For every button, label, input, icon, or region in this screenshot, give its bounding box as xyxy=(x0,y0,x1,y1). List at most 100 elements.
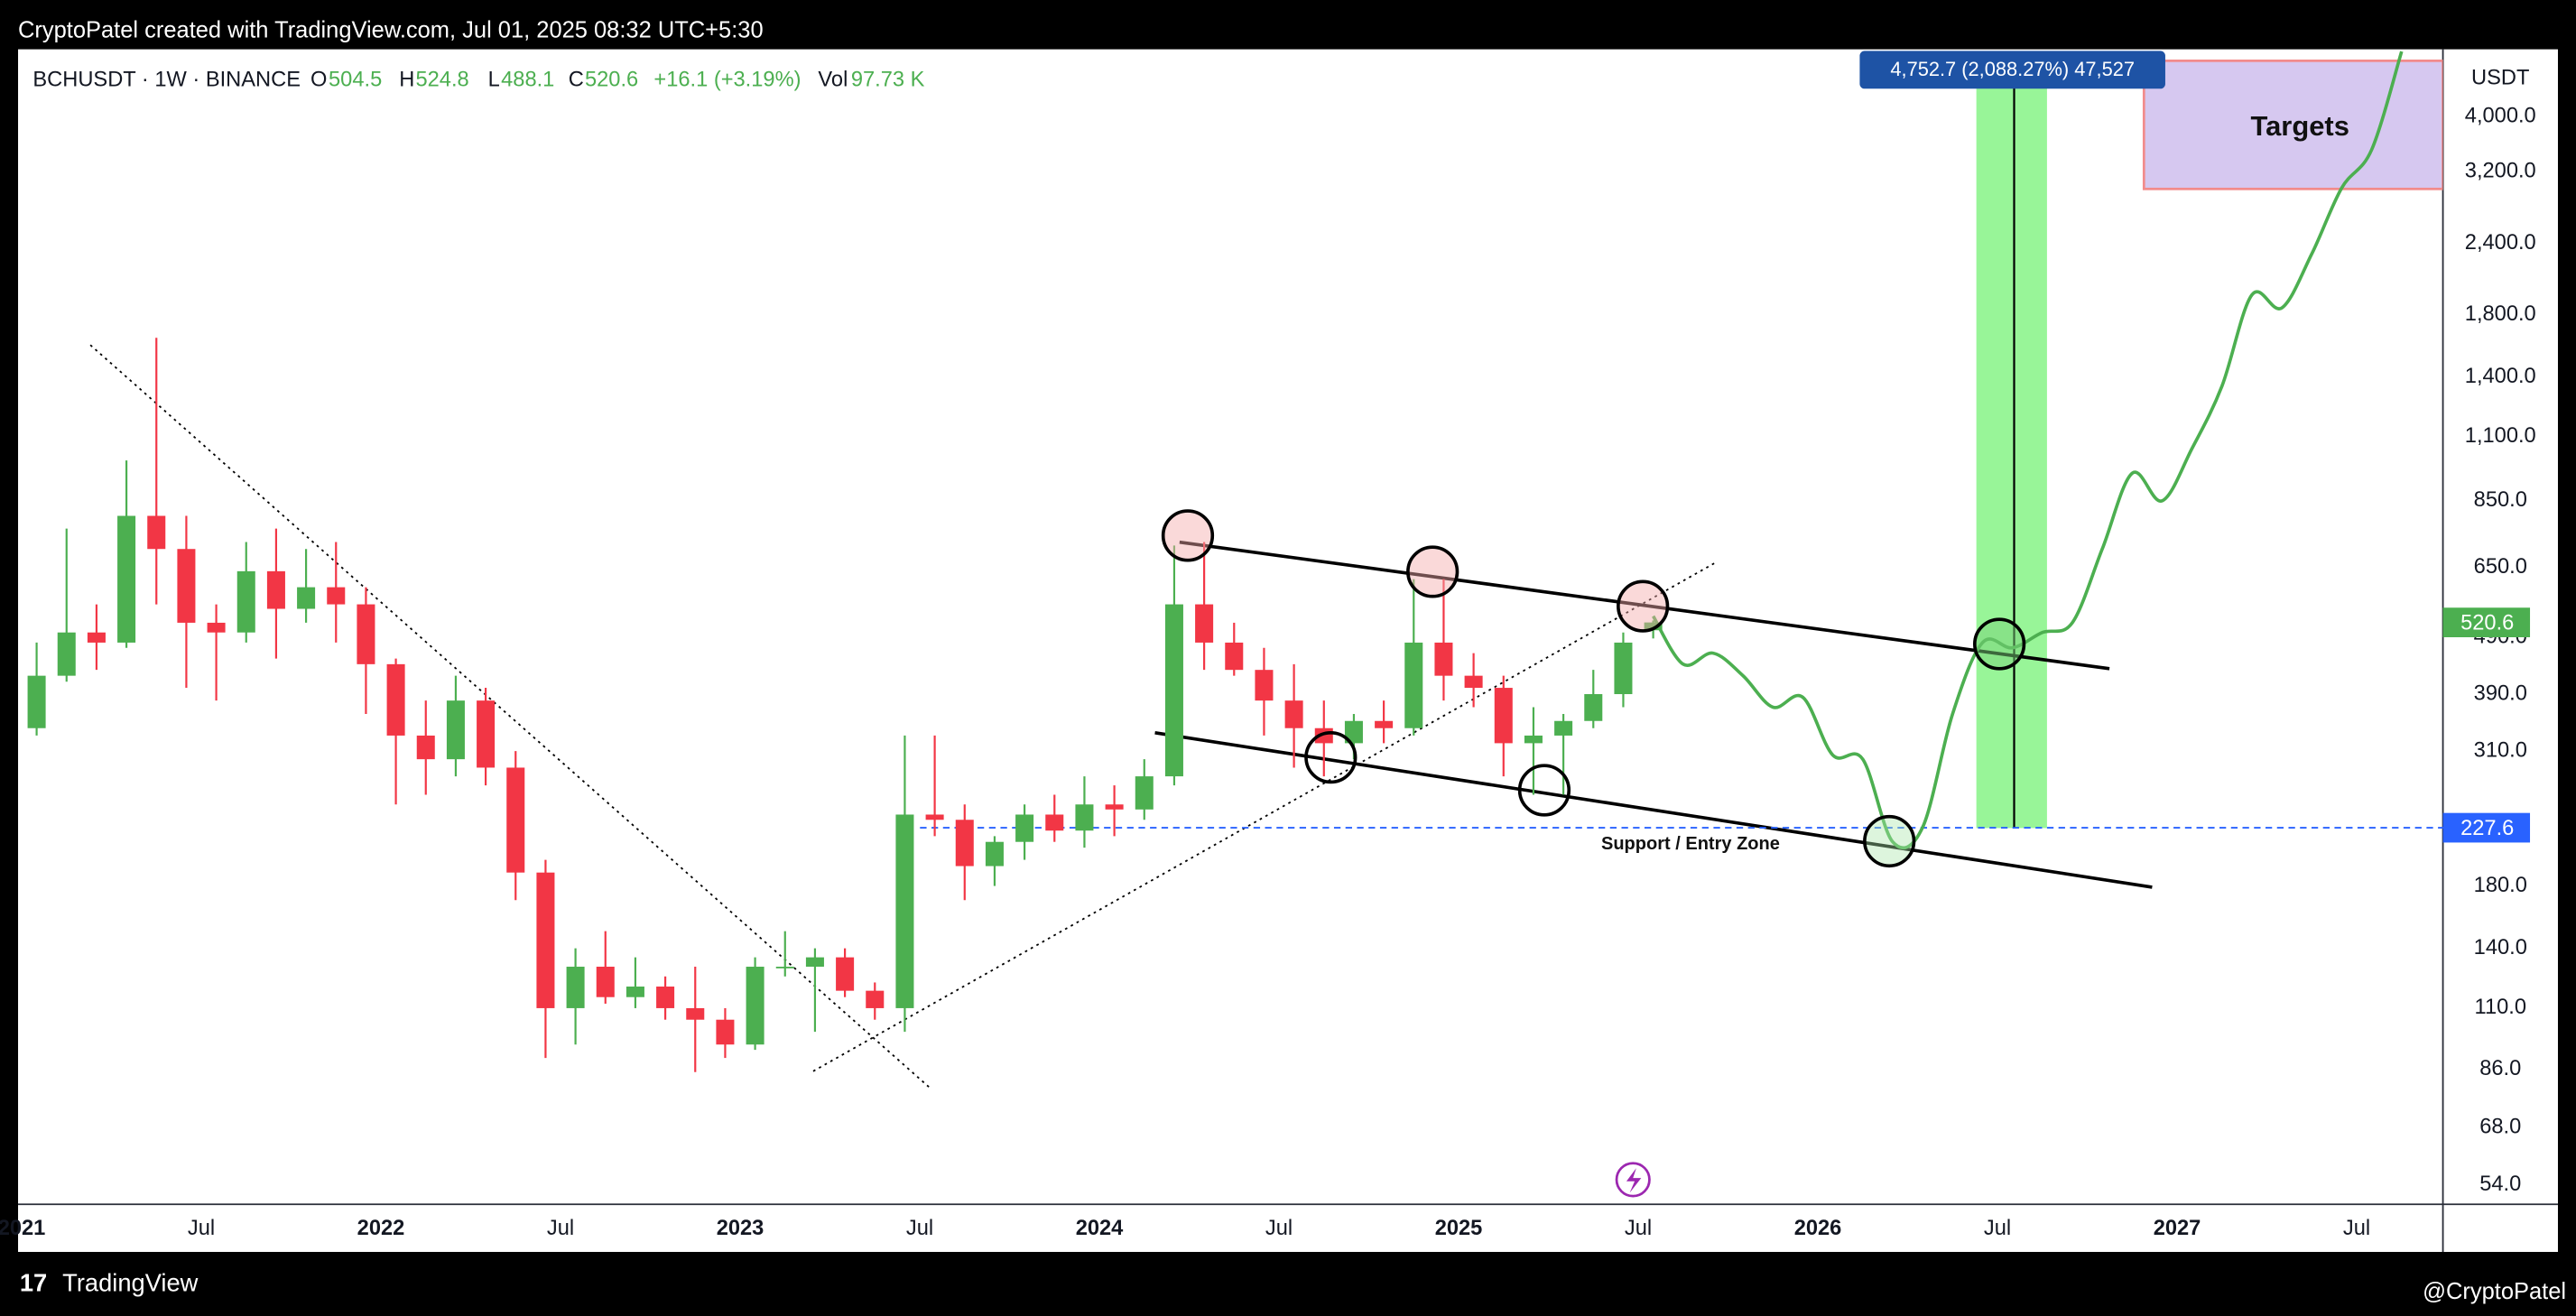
time-zone-box xyxy=(1976,62,2047,829)
candle-body xyxy=(386,663,405,736)
candle-body xyxy=(236,570,255,633)
candle-body xyxy=(357,604,375,664)
low-value: 488.1 xyxy=(501,68,554,91)
candle-body xyxy=(716,1019,735,1045)
candle-body xyxy=(1015,814,1034,842)
candle-body xyxy=(416,735,435,760)
candle-body xyxy=(1045,814,1064,831)
x-tick-label: 2025 xyxy=(1435,1217,1483,1240)
marker-circle xyxy=(1973,617,2026,671)
y-tick-label: 86.0 xyxy=(2479,1057,2521,1080)
footer-logo-mark: 17 xyxy=(20,1269,47,1297)
candle-body xyxy=(1404,642,1423,728)
annotations: 4,752.7 (2,088.27%) 47,527 Targets Suppo… xyxy=(1161,51,2529,1198)
candle-body xyxy=(1255,670,1274,701)
footer-author: @CryptoPatel xyxy=(2423,1279,2566,1304)
candle-body xyxy=(117,515,136,643)
header-text: CryptoPatel created with TradingView.com… xyxy=(18,17,764,42)
candle-body xyxy=(985,841,1004,867)
channel-bottom xyxy=(1154,731,2153,889)
y-tick-label: 850.0 xyxy=(2474,488,2527,512)
candle-body xyxy=(686,1007,705,1020)
candle-body xyxy=(477,700,496,768)
candle-body xyxy=(87,632,106,643)
candle-body xyxy=(57,632,76,676)
candle-body xyxy=(925,814,944,820)
candle-body xyxy=(1164,604,1183,777)
candle-body xyxy=(1614,642,1633,695)
x-tick-label: 2026 xyxy=(1794,1217,1842,1240)
x-tick-label: 2023 xyxy=(717,1217,764,1240)
chart-background xyxy=(18,49,2558,1253)
price-label: 227.6 xyxy=(2460,817,2514,840)
change: +16.1 (+3.19%) xyxy=(653,68,801,91)
candle-body xyxy=(177,549,196,623)
candle-body xyxy=(895,814,914,1008)
footer: 17 TradingView @CryptoPatel xyxy=(20,1269,2566,1305)
x-tick-label: 2022 xyxy=(357,1217,405,1240)
y-tick-label: 1,800.0 xyxy=(2465,302,2536,326)
candle-body xyxy=(297,587,316,609)
targets-label: Targets xyxy=(2250,110,2349,142)
candle-body xyxy=(1434,642,1453,676)
y-tick-label: 140.0 xyxy=(2474,936,2527,959)
event-icon[interactable] xyxy=(1615,1162,1651,1198)
candle-body xyxy=(1284,700,1303,728)
x-tick-label: Jul xyxy=(1265,1217,1293,1240)
symbol: BCHUSDT · 1W · BINANCE xyxy=(32,68,301,91)
y-tick-label: 68.0 xyxy=(2479,1115,2521,1138)
candle-body xyxy=(1344,720,1363,744)
y-tick-label: 390.0 xyxy=(2474,681,2527,705)
axis-unit: USDT xyxy=(2471,67,2529,90)
candle-body xyxy=(1225,642,1244,671)
candle-body xyxy=(1494,688,1513,744)
candle-body xyxy=(775,967,794,968)
candle-body xyxy=(1075,804,1094,831)
candle-body xyxy=(266,570,285,609)
measure-label-box xyxy=(1859,51,2165,89)
candle-body xyxy=(1644,622,1663,631)
x-tick-label: Jul xyxy=(1625,1217,1652,1240)
x-tick-label: Jul xyxy=(906,1217,933,1240)
candle-body xyxy=(566,967,585,1008)
y-tick-label: 2,400.0 xyxy=(2465,231,2536,255)
marker-circle xyxy=(1304,731,1357,784)
marker-circle xyxy=(1406,545,1459,598)
candle-body xyxy=(327,587,346,605)
y-tick-label: 3,200.0 xyxy=(2465,160,2536,183)
open-value: 504.5 xyxy=(329,68,382,91)
y-tick-label: 1,400.0 xyxy=(2465,365,2536,388)
volume-value: 97.73 K xyxy=(851,68,925,91)
candle-body xyxy=(536,872,555,1008)
candle-body xyxy=(836,957,855,991)
candle-body xyxy=(1195,604,1214,643)
candle-body xyxy=(1135,776,1154,810)
footer-brand: TradingView xyxy=(62,1269,198,1297)
candle-body xyxy=(1524,735,1543,744)
y-tick-label: 4,000.0 xyxy=(2465,104,2536,127)
x-tick-label: 2027 xyxy=(2154,1217,2201,1240)
open-label: O xyxy=(310,68,327,91)
projection-line xyxy=(1652,51,2404,850)
y-tick-label: 54.0 xyxy=(2479,1172,2521,1196)
last-price-box xyxy=(2442,607,2531,637)
marker-circle xyxy=(1863,814,1916,868)
channel-top xyxy=(1179,540,2110,671)
measure-label: 4,752.7 (2,088.27%) 47,527 xyxy=(1890,58,2135,80)
volume-label: Vol xyxy=(818,68,848,91)
candle-body xyxy=(506,767,525,873)
candle-body xyxy=(27,675,46,728)
x-tick-label: Jul xyxy=(188,1217,215,1240)
close-label: C xyxy=(569,68,584,91)
legend: BCHUSDT · 1W · BINANCE O 504.5 H 524.8 L… xyxy=(32,68,924,91)
candle-body xyxy=(1584,694,1603,721)
candle-body xyxy=(656,987,675,1008)
candle-body xyxy=(1105,804,1124,810)
x-tick-label: Jul xyxy=(2343,1217,2370,1240)
candle-body xyxy=(446,700,465,760)
last-price-label: 520.6 xyxy=(2460,612,2514,635)
candle-body xyxy=(955,820,974,867)
candle-body xyxy=(147,515,166,550)
